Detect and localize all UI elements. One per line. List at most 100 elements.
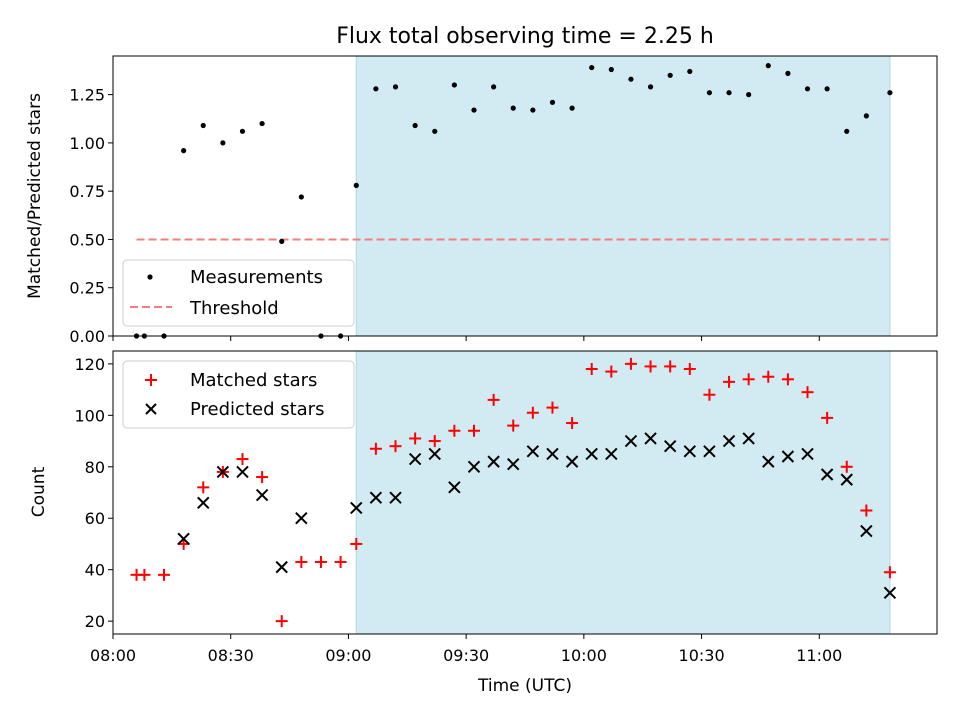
predicted-star-point	[644, 432, 657, 445]
matched-star-point	[624, 357, 637, 370]
predicted-star-point	[408, 452, 422, 466]
count-x-ticks: 08:00 08:30 09:00 09:30 10:00 10:30 11:00	[90, 634, 842, 665]
matched-star-point	[409, 432, 422, 445]
predicted-star-point	[428, 447, 441, 461]
matched-star-point	[762, 370, 775, 383]
predicted-star-point	[275, 560, 288, 574]
legend-predicted-label: Predicted stars	[190, 399, 324, 420]
predicted-star-point	[350, 501, 363, 515]
x-tick-label: 08:00	[90, 646, 136, 665]
measurement-point	[785, 70, 791, 76]
measurement-point	[589, 64, 595, 71]
x-tick-label: 11:00	[796, 646, 842, 665]
matched-star-point	[723, 375, 736, 388]
measurement-point	[765, 63, 771, 69]
predicted-star-point	[781, 450, 795, 463]
predicted-star-point	[295, 512, 308, 525]
matched-star-point	[487, 393, 500, 406]
measurement-point	[510, 105, 516, 111]
measurement-point	[706, 90, 713, 96]
legend-frame	[122, 360, 355, 429]
matched-star-point	[605, 365, 618, 378]
predicted-star-point	[507, 457, 520, 471]
predicted-star-point	[663, 439, 677, 453]
predicted-star-point	[197, 496, 210, 509]
predicted-star-point	[565, 455, 579, 468]
measurement-point	[451, 82, 457, 88]
predicted-star-point	[840, 473, 853, 486]
matched-star-point	[781, 373, 794, 386]
predicted-star-point	[389, 491, 402, 504]
matched-star-point	[546, 401, 559, 414]
x-tick-label: 08:30	[208, 646, 254, 665]
matched-star-point	[664, 360, 677, 373]
measurement-point	[259, 120, 265, 127]
measurement-point	[863, 113, 869, 119]
predicted-star-point	[820, 468, 834, 481]
matched-star-point	[467, 424, 480, 437]
matched-star-point	[840, 460, 853, 473]
matched-star-point	[860, 504, 873, 517]
matched-star-point	[369, 442, 382, 455]
matched-star-point	[801, 386, 814, 399]
matched-star-point	[295, 555, 308, 568]
y-tick-label: 0.50	[69, 230, 105, 249]
matched-star-point	[448, 424, 461, 437]
measurement-points	[133, 63, 893, 339]
predicted-star-point	[467, 460, 481, 473]
y-tick-label: 0.75	[69, 182, 105, 201]
predicted-star-point	[722, 434, 736, 448]
predicted-star-point	[703, 445, 716, 458]
measurement-point	[432, 128, 438, 134]
measurement-point	[824, 86, 830, 92]
ratio-y-axis-label: Matched/Predicted stars	[25, 93, 45, 299]
legend-matched-label: Matched stars	[190, 370, 317, 391]
y-tick-label: 1.25	[69, 86, 105, 105]
legend-x-marker	[145, 403, 157, 415]
legend-measurements-label: Measurements	[190, 267, 323, 288]
predicted-star-point	[860, 524, 873, 538]
matched-star-point	[138, 568, 151, 581]
matched-star-point	[883, 566, 896, 579]
x-tick-label: 10:00	[561, 646, 607, 665]
predicted-star-point	[526, 445, 540, 458]
measurement-point	[220, 140, 226, 146]
measurement-point	[298, 194, 304, 200]
measurement-point	[804, 86, 811, 92]
y-tick-label: 80	[85, 458, 105, 477]
measurement-point	[746, 92, 752, 98]
measurement-point	[239, 128, 246, 134]
measurement-point	[373, 86, 379, 92]
matched-star-point	[428, 435, 441, 448]
matched-star-point	[821, 411, 834, 424]
matched-star-point	[526, 406, 539, 419]
measurement-point	[726, 90, 732, 96]
matched-star-point	[742, 373, 755, 386]
y-tick-label: 0.00	[69, 327, 105, 346]
measurement-point	[569, 105, 575, 111]
predicted-star-point	[742, 432, 755, 445]
predicted-star-point	[255, 488, 269, 502]
measurement-point	[887, 90, 893, 96]
predicted-star-point	[762, 455, 775, 468]
predicted-star-point	[883, 586, 897, 600]
measurement-point	[530, 107, 536, 113]
predicted-star-point	[546, 447, 559, 461]
legend-plus-marker	[145, 374, 157, 386]
predicted-star-point	[801, 447, 814, 461]
measurement-point	[392, 84, 399, 90]
measurement-point	[200, 122, 206, 129]
predicted-star-point	[605, 447, 618, 461]
ratio-y-ticks: 0.00 0.25 0.50 0.75 1.00 1.25	[69, 86, 113, 346]
y-tick-label: 20	[85, 612, 105, 631]
matched-star-point	[256, 471, 269, 484]
matched-star-point	[566, 417, 579, 430]
observing-window-shade-top	[355, 55, 891, 337]
measurement-point	[667, 72, 673, 78]
y-tick-label: 40	[85, 561, 105, 580]
measurement-point	[844, 128, 850, 134]
x-axis-label: Time (UTC)	[477, 676, 572, 696]
matched-star-point	[236, 453, 249, 466]
count-points	[130, 357, 897, 628]
x-tick-label: 10:30	[679, 646, 725, 665]
